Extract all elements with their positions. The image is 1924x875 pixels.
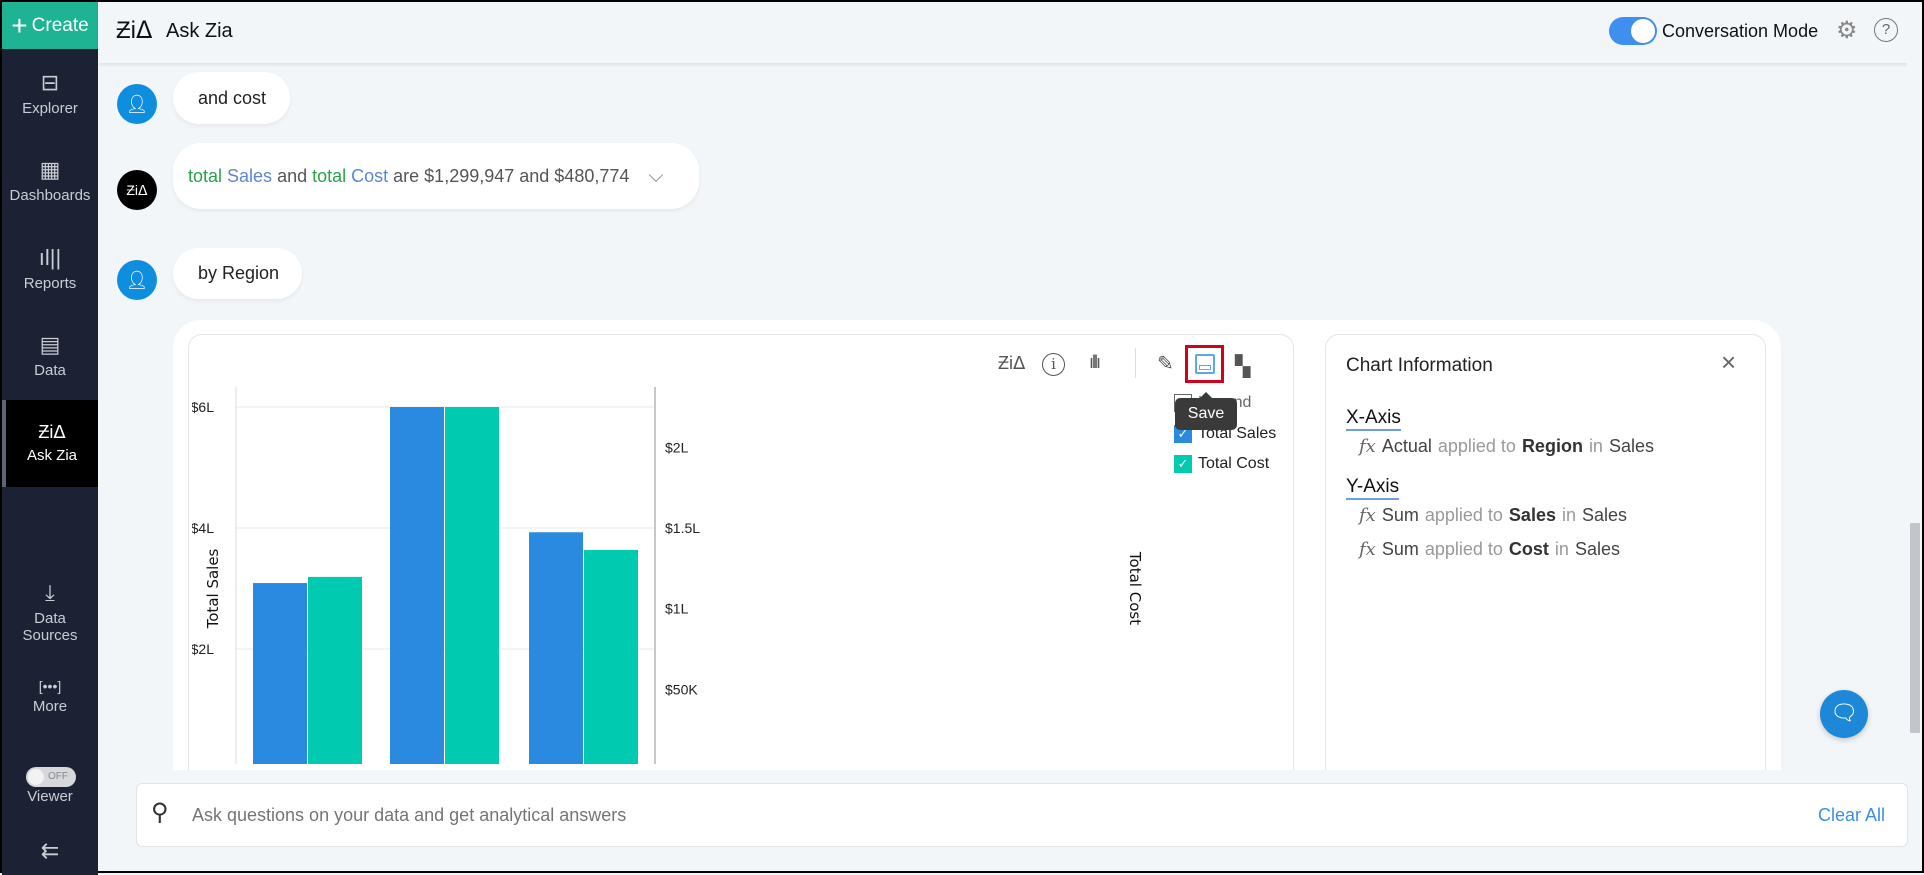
chat-bubble-icon: 🗨︎ xyxy=(1830,700,1858,725)
fx-icon: fx xyxy=(1359,539,1376,560)
scrollbar-thumb[interactable] xyxy=(1910,523,1920,733)
toggle-knob xyxy=(28,769,44,785)
y2-tick-label: $50K xyxy=(665,681,698,697)
y2-tick-label: $1.5L xyxy=(665,520,700,536)
bar-chart: $2L $4L $6L $50K $1L $1.5L $2L Total Sales Total… xyxy=(192,387,1144,764)
data-sources-icon: ⤓ xyxy=(45,580,55,605)
user-avatar: 👤︎ xyxy=(117,84,157,124)
bar-total-cost xyxy=(445,407,499,764)
user-avatar: 👤︎ xyxy=(117,260,157,300)
y-tick-label: $2L xyxy=(192,641,214,657)
x-axis-heading: X-Axis xyxy=(1346,407,1401,431)
bar-total-sales xyxy=(529,532,583,764)
conversation-mode-label: Conversation Mode xyxy=(1662,21,1819,41)
chat-support-button[interactable]: 🗨︎ xyxy=(1820,690,1868,738)
fx-icon: fx xyxy=(1359,436,1376,457)
sidebar: + Create ⊟ Explorer ▦ Dashboards ıl|| Report… xyxy=(2,2,98,875)
user-message: and cost xyxy=(173,72,290,124)
bar-total-sales xyxy=(253,583,307,764)
save-icon xyxy=(1195,354,1215,374)
zia-logo-icon: Ƶiᐃ xyxy=(116,17,153,44)
sidebar-item-dashboards[interactable]: ▦ Dashboards xyxy=(2,157,98,204)
ask-input-bar: ⚲ Clear All xyxy=(136,783,1908,847)
user-icon: 👤︎ xyxy=(125,93,149,114)
plus-icon: + xyxy=(11,9,28,41)
table-icon: ▤ xyxy=(39,332,61,357)
chevron-down-icon[interactable]: ⌵ xyxy=(648,164,664,187)
dashboards-icon: ▦ xyxy=(39,157,61,182)
user-icon: 👤︎ xyxy=(125,269,149,290)
search-icon: ⚲ xyxy=(151,799,169,826)
y2-axis-title: Total Cost xyxy=(1126,551,1144,625)
collapse-sidebar-icon[interactable]: ⇇ xyxy=(40,838,60,863)
sidebar-item-more[interactable]: [•••] More xyxy=(2,678,98,715)
zia-insights-icon[interactable]: Ƶiᐃ xyxy=(998,353,1026,373)
conversation-mode-toggle[interactable] xyxy=(1609,17,1657,45)
zia-avatar: Ƶiᐃ xyxy=(117,170,157,210)
chart-info-panel: Chart Information × X-Axis fx Actual appli… xyxy=(1325,334,1766,770)
zia-icon: Ƶiᐃ xyxy=(38,422,66,442)
sidebar-item-ask-zia[interactable]: Ƶiᐃ Ask Zia xyxy=(2,400,98,487)
sidebar-item-data-sources[interactable]: ⤓ Data Sources xyxy=(2,580,98,644)
explorer-icon: ⊟ xyxy=(40,70,60,95)
toggle-knob xyxy=(1631,19,1655,43)
viewer-label: Viewer xyxy=(27,788,73,805)
create-button[interactable]: + Create xyxy=(2,2,98,49)
save-button[interactable] xyxy=(1185,345,1224,383)
add-to-dashboard-icon[interactable]: ▚ xyxy=(1235,356,1251,378)
sidebar-item-explorer[interactable]: ⊟ Explorer xyxy=(2,70,98,117)
y2-tick-label: $2L xyxy=(665,439,689,455)
header: Ƶiᐃ Ask Zia Conversation Mode ⚙ ? xyxy=(98,2,1922,63)
chart-type-icon[interactable]: ıllı xyxy=(1089,352,1101,372)
info-icon[interactable]: i xyxy=(1042,353,1065,376)
bar-total-cost xyxy=(308,576,362,764)
help-icon[interactable]: ? xyxy=(1874,18,1898,42)
sidebar-item-data[interactable]: ▤ Data xyxy=(2,332,98,379)
chart-panel xyxy=(188,334,1294,770)
clear-all-link[interactable]: Clear All xyxy=(1817,805,1885,825)
user-message: by Region xyxy=(173,248,302,299)
ask-input[interactable] xyxy=(192,800,1692,830)
y-axis-row: fx Sum applied to Cost in Sales xyxy=(1359,539,1620,560)
reports-icon: ıl|| xyxy=(38,245,62,270)
gear-icon[interactable]: ⚙ xyxy=(1836,17,1858,44)
legend-item-total-cost[interactable]: ✓ Total Cost xyxy=(1174,455,1269,473)
y-tick-label: $6L xyxy=(192,399,214,415)
close-icon[interactable]: × xyxy=(1721,347,1737,377)
fx-icon: fx xyxy=(1359,505,1376,526)
page-title: Ask Zia xyxy=(166,20,233,42)
pencil-icon[interactable]: ✎ xyxy=(1157,353,1174,375)
viewer-toggle[interactable]: OFF xyxy=(26,767,76,787)
sidebar-item-reports[interactable]: ıl|| Reports xyxy=(2,245,98,292)
y-axis-heading: Y-Axis xyxy=(1346,476,1400,500)
more-icon: [•••] xyxy=(38,678,62,694)
y-axis-title: Total Sales xyxy=(204,548,222,629)
scrollbar[interactable] xyxy=(1907,63,1922,764)
bar-total-sales xyxy=(390,407,444,764)
y-tick-label: $4L xyxy=(192,520,214,536)
save-tooltip: Save xyxy=(1175,392,1237,430)
check-icon: ✓ xyxy=(1174,455,1192,473)
zia-icon: Ƶiᐃ xyxy=(126,181,148,198)
toolbar-divider xyxy=(1135,348,1136,378)
bar-total-cost xyxy=(584,549,638,764)
y-axis-row: fx Sum applied to Sales in Sales xyxy=(1359,505,1628,526)
x-axis-row: fx Actual applied to Region in Sales xyxy=(1359,436,1654,457)
chart-info-title: Chart Information xyxy=(1346,355,1493,376)
y2-tick-label: $1L xyxy=(665,601,689,617)
zia-answer: total Sales and total Cost are $1,299,94… xyxy=(173,143,699,209)
